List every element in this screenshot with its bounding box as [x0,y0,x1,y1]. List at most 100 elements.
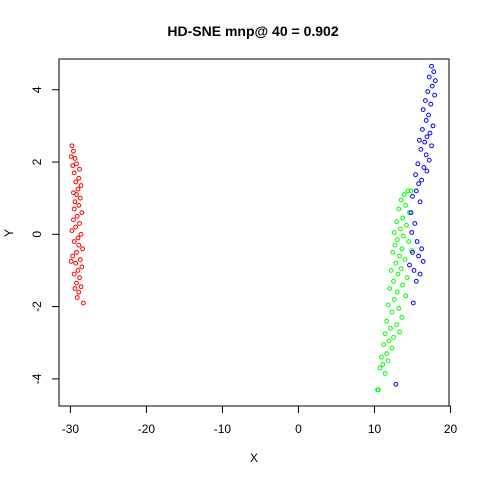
data-point-series-2 [382,331,388,337]
data-point-series-3 [393,381,399,387]
y-tick-label: 2 [30,158,44,165]
data-point-series-1 [71,217,76,223]
data-point-series-1 [68,259,74,264]
data-point-series-1 [71,148,76,154]
data-point-series-1 [77,195,83,201]
data-point-series-2 [399,315,405,320]
data-point-series-3 [429,143,434,149]
data-point-series-3 [415,161,421,167]
data-point-series-2 [391,278,396,284]
data-point-series-2 [405,188,411,194]
data-point-series-2 [391,230,397,235]
data-point-series-1 [74,192,79,197]
data-point-series-2 [400,282,406,288]
data-point-series-1 [72,286,78,291]
data-point-series-2 [381,342,387,347]
y-tick-label: -2 [30,301,44,312]
data-points [68,63,438,393]
data-point-series-3 [430,123,436,129]
data-point-series-1 [75,186,81,192]
data-point-series-1 [76,202,82,208]
data-point-series-1 [80,246,85,252]
data-point-series-2 [384,351,390,356]
data-point-series-3 [416,253,421,259]
data-point-series-2 [387,286,393,291]
data-point-series-3 [413,278,419,284]
data-point-series-2 [406,239,412,244]
data-point-series-3 [413,188,419,194]
data-point-series-3 [426,74,432,80]
x-tick-label: 10 [368,422,382,436]
data-point-series-2 [398,266,404,272]
data-point-series-3 [423,118,429,123]
data-point-series-2 [403,202,409,208]
data-point-series-2 [390,249,396,255]
data-point-series-3 [409,230,415,235]
data-point-series-1 [79,210,85,216]
data-point-series-2 [397,253,402,259]
data-point-series-2 [388,268,394,273]
data-point-series-1 [71,271,77,277]
data-point-series-1 [76,175,82,181]
data-point-series-2 [396,206,402,212]
data-point-series-3 [416,137,422,143]
data-point-series-3 [423,152,429,158]
data-point-series-2 [398,197,404,203]
data-point-series-2 [384,318,390,324]
data-point-series-3 [421,165,427,170]
data-point-series-1 [72,156,78,161]
data-point-series-2 [404,222,409,228]
data-point-series-2 [380,362,386,367]
data-point-series-3 [424,168,430,174]
data-point-series-2 [395,271,401,277]
x-axis: -30 -20 -10 0 10 20 [62,405,458,436]
data-point-series-3 [425,89,431,94]
data-point-series-1 [70,163,76,169]
data-point-series-3 [423,98,428,103]
data-point-series-1 [77,257,83,263]
data-point-series-3 [420,107,426,113]
data-point-series-2 [385,358,391,364]
data-point-series-1 [75,268,81,273]
data-point-series-1 [69,228,75,234]
data-point-series-1 [76,242,82,248]
data-point-series-1 [79,264,85,270]
x-tick-label: -10 [214,422,232,436]
y-axis-label: Y [2,229,16,237]
data-point-series-3 [426,157,432,163]
x-tick-label: 20 [444,422,458,436]
data-point-series-1 [70,253,76,259]
data-point-series-2 [400,215,406,221]
data-point-series-3 [416,181,421,187]
data-point-series-2 [396,306,402,311]
plot-area-frame [58,58,450,407]
y-axis: -4 -2 0 2 4 [30,86,60,384]
data-point-series-1 [76,289,82,295]
data-point-series-2 [408,188,414,194]
data-point-series-1 [71,206,77,212]
data-point-series-3 [411,268,417,273]
data-point-series-2 [382,371,388,376]
data-point-series-2 [397,329,402,335]
data-point-series-3 [432,78,438,84]
chart-title: HD-SNE mnp@ 40 = 0.902 [167,23,338,39]
data-point-series-1 [74,249,79,255]
data-point-series-2 [389,309,395,315]
data-point-series-2 [403,293,409,299]
data-point-series-1 [78,231,84,237]
data-point-series-3 [410,249,415,255]
data-point-series-2 [401,192,407,197]
data-point-series-2 [400,233,406,239]
data-point-series-2 [402,257,408,263]
data-point-series-1 [71,170,77,176]
data-point-series-2 [397,226,403,232]
data-point-series-2 [404,275,410,281]
y-tick-label: 0 [30,231,44,238]
data-point-series-3 [412,221,418,226]
data-point-series-1 [69,143,75,149]
data-point-series-3 [429,63,434,69]
data-point-series-3 [419,246,425,252]
data-point-series-2 [389,345,395,351]
data-point-series-3 [426,112,431,118]
data-point-series-3 [419,177,425,183]
